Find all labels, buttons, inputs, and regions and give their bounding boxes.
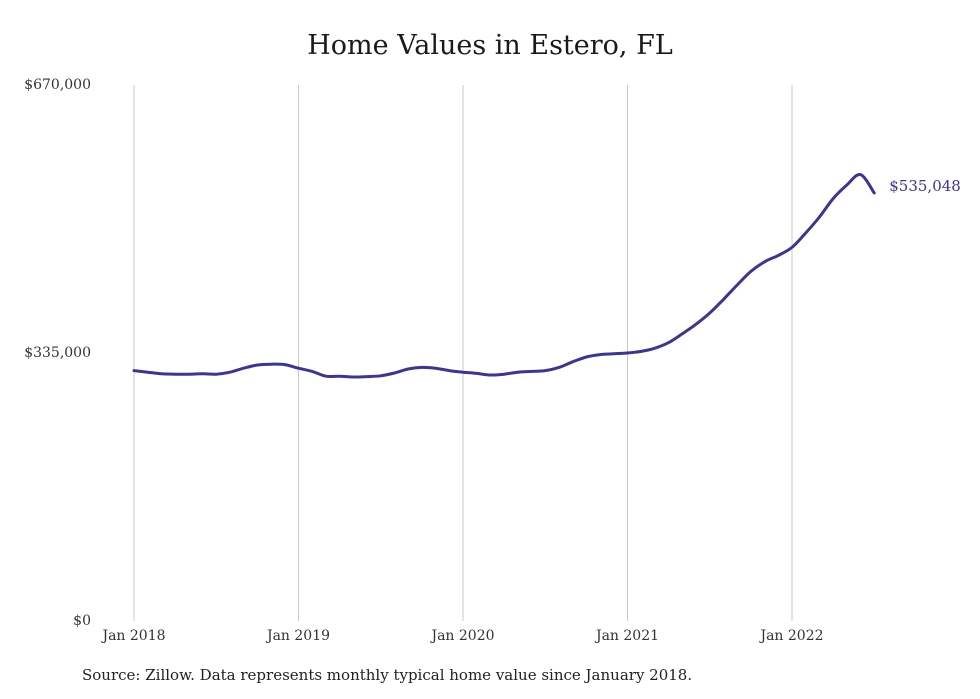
x-tick-label: Jan 2018 (100, 628, 165, 644)
y-tick-label: $670,000 (24, 77, 91, 93)
y-tick-label: $335,000 (24, 345, 91, 361)
vertical-gridlines (133, 85, 793, 621)
home-value-line (132, 173, 876, 379)
y-tick-label: $0 (73, 613, 91, 629)
source-note: Source: Zillow. Data represents monthly … (82, 666, 693, 684)
y-axis-tick-labels: $0 $335,000 $670,000 (24, 77, 91, 629)
chart-title: Home Values in Estero, FL (307, 30, 673, 61)
x-axis-tick-labels: Jan 2018 Jan 2019 Jan 2020 Jan 2021 Jan 2022 (100, 628, 823, 644)
x-tick-label: Jan 2019 (265, 628, 330, 644)
x-tick-label: Jan 2020 (429, 628, 494, 644)
x-tick-label: Jan 2021 (594, 628, 659, 644)
x-tick-label: Jan 2022 (758, 628, 823, 644)
last-value-label: $535,048 (889, 177, 961, 195)
